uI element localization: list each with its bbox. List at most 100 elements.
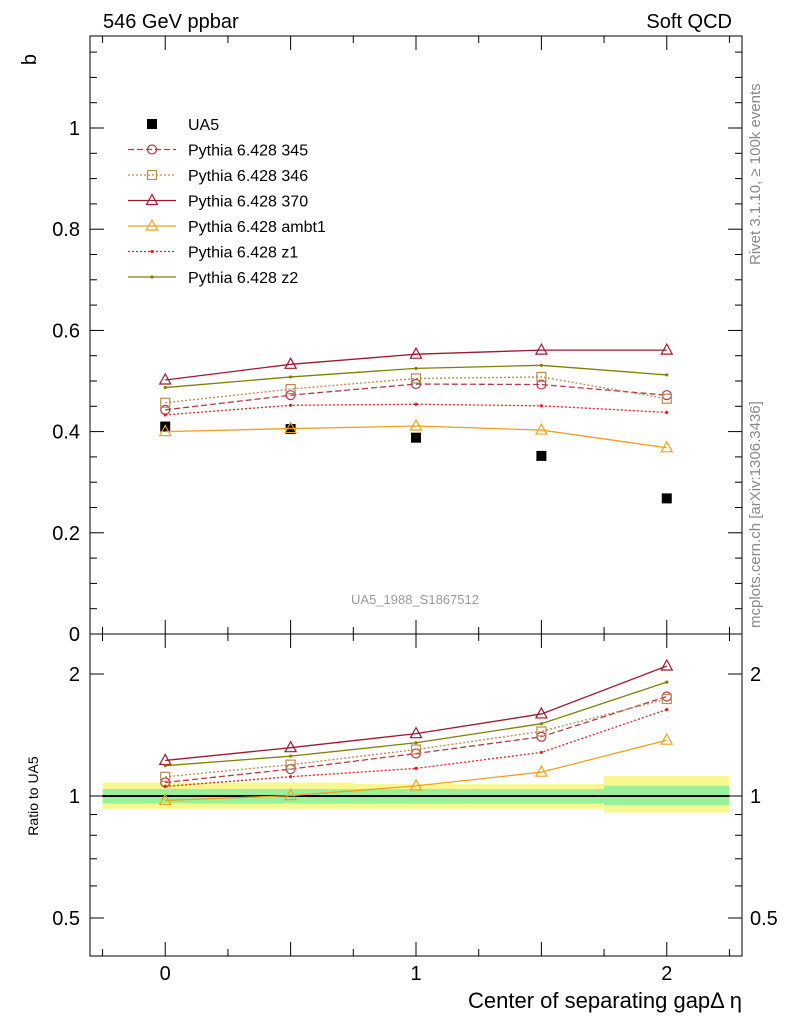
- legend-label: Pythia 6.428 345: [188, 143, 308, 160]
- ratio-ylabel: Ratio to UA5: [25, 756, 41, 836]
- ratio-data-point: [285, 759, 296, 770]
- ratio-data-point: [160, 771, 171, 782]
- side-label-mcplots: mcplots.cern.ch [arXiv:1306.3436]: [747, 401, 764, 628]
- ratio-data-point: [539, 750, 543, 755]
- header-category: Soft QCD: [646, 11, 732, 33]
- y-tick-label: 0.6: [52, 320, 80, 342]
- ratio-y-tick-label: 2: [69, 664, 80, 686]
- legend-swatch-marker: [147, 119, 157, 129]
- ratio-y-tick-label-right: 0.5: [750, 908, 778, 930]
- data-point: [410, 373, 422, 384]
- data-point: [160, 397, 171, 408]
- ratio-series-z2: [163, 680, 669, 768]
- data-point: [158, 424, 172, 437]
- legend-entry-p345: Pythia 6.428 345: [128, 143, 308, 160]
- ratio-y-tick-label-right: 1: [750, 786, 761, 808]
- legend-swatch-marker: [146, 169, 158, 181]
- main-ylabel: b: [19, 54, 41, 65]
- ratio-y-tick-label: 1: [69, 786, 80, 808]
- ratio-data-point: [534, 764, 548, 777]
- side-label-rivet: Rivet 3.1.10, ≥ 100k events: [747, 83, 764, 265]
- ratio-series-line: [165, 739, 667, 802]
- x-tick-label: 2: [661, 963, 672, 985]
- data-point: [534, 422, 548, 435]
- legend-entry-ambt1: Pythia 6.428 ambt1: [128, 218, 326, 236]
- data-point: [414, 402, 418, 406]
- series-z2: [163, 363, 669, 390]
- series-ua5: [160, 421, 672, 504]
- legend-label: Pythia 6.428 z2: [188, 270, 298, 287]
- data-point: [665, 410, 669, 414]
- data-point: [163, 385, 167, 390]
- main-plot-series: [158, 342, 674, 504]
- ratio-data-point: [414, 766, 418, 770]
- data-point: [536, 379, 547, 390]
- ratio-plot-series: [158, 658, 674, 806]
- ratio-data-point: [410, 744, 422, 755]
- data-point: [409, 418, 423, 431]
- legend-label: Pythia 6.428 z1: [188, 245, 298, 262]
- legend-swatch-marker: [145, 193, 159, 206]
- ratio-data-point: [289, 775, 293, 779]
- plot-axes: 0 1 2 0 0.2 0.4 0.6 0.8 1 0.5 0.5 1 1 2 2: [52, 35, 778, 985]
- data-point: [414, 366, 418, 370]
- data-point: [536, 450, 547, 461]
- series-line: [165, 349, 667, 381]
- legend-label: Pythia 6.428 370: [188, 194, 308, 211]
- y-tick-label: 0.4: [52, 422, 80, 444]
- legend-swatch-marker: [146, 144, 158, 155]
- data-point: [284, 357, 298, 369]
- ratio-data-point: [665, 707, 669, 712]
- ratio-data-point: [665, 680, 669, 684]
- data-point: [163, 413, 167, 417]
- data-point: [661, 393, 672, 404]
- data-point: [410, 378, 422, 390]
- data-point: [289, 375, 293, 379]
- legend-label: Pythia 6.428 346: [188, 168, 308, 185]
- x-axis-label: Center of separating gapΔ η: [468, 988, 742, 1013]
- y-tick-label: 1: [69, 118, 80, 140]
- legend: UA5 Pythia 6.428 345 Pythia 6.428 346 Pythi…: [128, 117, 326, 287]
- ratio-data-point: [661, 693, 672, 705]
- legend-swatch-marker: [145, 218, 159, 231]
- analysis-watermark: UA5_1988_S1867512: [351, 592, 479, 607]
- ratio-data-point: [536, 731, 547, 742]
- ratio-data-point: [409, 778, 423, 791]
- data-point: [285, 383, 296, 395]
- ratio-data-point: [534, 706, 548, 719]
- legend-label: Pythia 6.428 ambt1: [188, 219, 326, 236]
- data-point: [534, 342, 548, 355]
- data-point: [409, 346, 423, 359]
- legend-swatch-marker: [150, 249, 154, 254]
- ratio-y-tick-label: 0.5: [52, 908, 80, 930]
- data-point: [289, 403, 293, 407]
- ratio-data-point: [660, 732, 674, 745]
- series-line: [165, 425, 667, 449]
- ratio-series-line: [165, 708, 667, 788]
- series-ambt1: [158, 418, 674, 453]
- legend-entry-p346: Pythia 6.428 346: [128, 168, 308, 185]
- data-point: [660, 440, 674, 453]
- ratio-data-point: [158, 793, 172, 806]
- ratio-data-point: [409, 726, 423, 739]
- ratio-y-tick-label-right: 2: [750, 664, 761, 686]
- ratio-data-point: [660, 658, 674, 671]
- legend-entry-z2: Pythia 6.428 z2: [128, 270, 298, 287]
- series-z1: [163, 402, 669, 417]
- ratio-uncertainty-band: [102, 776, 730, 813]
- data-point: [665, 373, 669, 377]
- data-point: [411, 432, 421, 443]
- data-point: [284, 421, 298, 434]
- legend-label: UA5: [188, 117, 219, 134]
- series-line: [165, 383, 667, 411]
- legend-entry-z1: Pythia 6.428 z1: [128, 245, 298, 262]
- series-p345: [160, 378, 672, 415]
- ratio-data-point: [539, 722, 543, 726]
- ratio-data-point: [536, 726, 547, 737]
- x-tick-label: 1: [410, 963, 421, 985]
- legend-entry-p370: Pythia 6.428 370: [128, 193, 308, 211]
- x-tick-label: 0: [160, 963, 171, 985]
- ratio-data-point: [284, 740, 298, 753]
- y-tick-label: 0.8: [52, 219, 80, 241]
- ratio-data-point: [414, 741, 418, 745]
